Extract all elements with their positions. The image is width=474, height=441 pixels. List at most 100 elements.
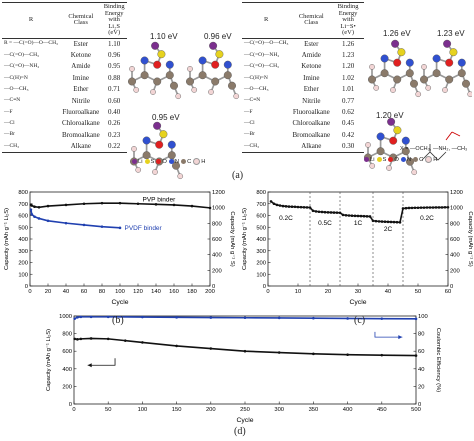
- col-r: R: [2, 2, 60, 39]
- data-point: [338, 211, 342, 215]
- cell-val: 1.26: [341, 39, 355, 48]
- cell-struct: ―Br: [244, 131, 255, 138]
- molecule-ketone-lis: [364, 117, 418, 176]
- y-tick-label: 700: [256, 202, 266, 208]
- y-axis-label: Capacity (mAh g⁻¹ Li₂S): [4, 208, 10, 270]
- x-tick-label: 80: [99, 289, 105, 295]
- x-tick-label: 0: [72, 407, 75, 413]
- cell-val: 1.23: [341, 51, 355, 60]
- cell-val: 0.95: [108, 62, 121, 71]
- data-point: [380, 353, 384, 357]
- data-point: [329, 211, 333, 214]
- y-tick-label: 0: [69, 402, 72, 408]
- table-row: ―C≡N Nitrile 0.77: [242, 95, 364, 106]
- data-point: [314, 210, 318, 213]
- energy-label-4: 1.26 eV: [383, 29, 411, 38]
- data-point: [64, 203, 68, 207]
- y-tick-label: 100: [256, 272, 266, 278]
- data-point: [437, 206, 441, 209]
- chart-b: 0 20 40 60 80 100 120 140 160 180 2000100200300400…: [4, 190, 235, 306]
- data-point: [277, 316, 281, 320]
- data-point: [371, 219, 375, 223]
- atom-dot-li: [364, 157, 369, 162]
- cell-struct: ―C(H)=N: [4, 74, 28, 81]
- data-point: [33, 205, 36, 208]
- y2-tick-label: 1000: [450, 206, 463, 212]
- data-point: [269, 200, 273, 203]
- y-tick-label: 800: [62, 332, 72, 338]
- data-point: [46, 219, 50, 223]
- data-point: [37, 205, 41, 209]
- table-row: ―C(=O)―NH₂ Amide 0.95: [2, 61, 127, 72]
- y-tick-label: 200: [62, 384, 72, 390]
- arrowhead-left: [87, 363, 92, 368]
- energy-label-6: 1.20 eV: [376, 111, 404, 120]
- y2-axis-label: Coulombic Efficiency (%): [435, 328, 441, 392]
- y2-tick-label: 400: [212, 253, 222, 259]
- data-point: [89, 337, 93, 340]
- y-tick-label: 500: [18, 225, 28, 231]
- data-point: [100, 225, 104, 228]
- data-point: [443, 205, 447, 209]
- data-point: [243, 349, 247, 353]
- cell-struct: ―C(=O)―CH₃: [4, 51, 39, 58]
- cell-cls: Ketone: [301, 62, 322, 71]
- x-tick-label: 140: [151, 289, 161, 295]
- series-line: [74, 316, 417, 320]
- data-point: [172, 203, 176, 207]
- data-point: [106, 337, 110, 341]
- cell-cls: Ether: [73, 85, 89, 94]
- arrowhead-right: [398, 335, 403, 340]
- y2-tick-label: 1200: [450, 190, 463, 196]
- y2-tick-label: 800: [450, 221, 460, 227]
- data-point: [414, 354, 418, 357]
- y-tick-label: 500: [256, 225, 266, 231]
- y2-tick-label: 80: [418, 332, 424, 338]
- atom-dot-n: [168, 159, 174, 164]
- data-point: [175, 344, 178, 348]
- x-group-label: X = ―OCH₃, ―NH₂, ―CH₃: [400, 146, 468, 152]
- y2-axis-label: Capacity (mAh g⁻¹ S): [467, 211, 473, 266]
- molecule-amide: [130, 121, 184, 180]
- y2-tick-label: 200: [450, 268, 460, 274]
- table-row: ―C(H)=N Imine 0.88: [2, 73, 127, 84]
- cell-cls: Ether: [303, 85, 319, 94]
- cell-cls: Bromoalkane: [61, 130, 100, 139]
- data-point: [386, 220, 390, 224]
- atom-name: S: [150, 159, 155, 166]
- data-point: [383, 220, 387, 224]
- cell-val: 0.96: [108, 51, 121, 60]
- col-energy: Binding Energy with Li−S• (eV): [332, 2, 364, 39]
- y-tick-label: 100: [18, 272, 28, 278]
- data-point: [106, 315, 110, 319]
- cell-val: 0.23: [108, 130, 121, 139]
- atom-legend-left: Li S O N C H: [130, 158, 205, 165]
- y2-tick-label: 1200: [212, 190, 225, 196]
- y-tick-label: 0: [263, 284, 266, 290]
- data-point: [118, 201, 122, 205]
- data-point: [365, 215, 369, 218]
- cell-val: 1.01: [341, 85, 355, 94]
- x-tick-label: 40: [63, 289, 69, 295]
- cell-val: 0.42: [341, 130, 355, 139]
- data-point: [347, 214, 351, 217]
- data-point: [100, 201, 104, 205]
- cell-cls: Imine: [72, 73, 89, 82]
- cell-cls: Fluoroalkane: [62, 107, 100, 116]
- data-point: [422, 206, 426, 209]
- caption-d: (d): [234, 426, 246, 437]
- data-point: [326, 211, 330, 214]
- cell-struct: ―C≡N: [244, 97, 261, 104]
- table-row: ―Cl Chloroalkane 0.45: [242, 118, 364, 129]
- y2-tick-label: 200: [212, 268, 222, 274]
- y-tick-label: 200: [18, 261, 28, 267]
- cell-cls: Bromoalkane: [292, 130, 331, 139]
- caption-a: (a): [232, 170, 244, 181]
- x-tick-label: 120: [133, 289, 143, 295]
- data-point: [312, 316, 315, 320]
- data-point: [344, 213, 348, 217]
- data-point: [272, 202, 276, 206]
- data-point: [190, 204, 194, 208]
- x-tick-label: 200: [205, 289, 215, 295]
- cell-val: 0.71: [108, 85, 121, 94]
